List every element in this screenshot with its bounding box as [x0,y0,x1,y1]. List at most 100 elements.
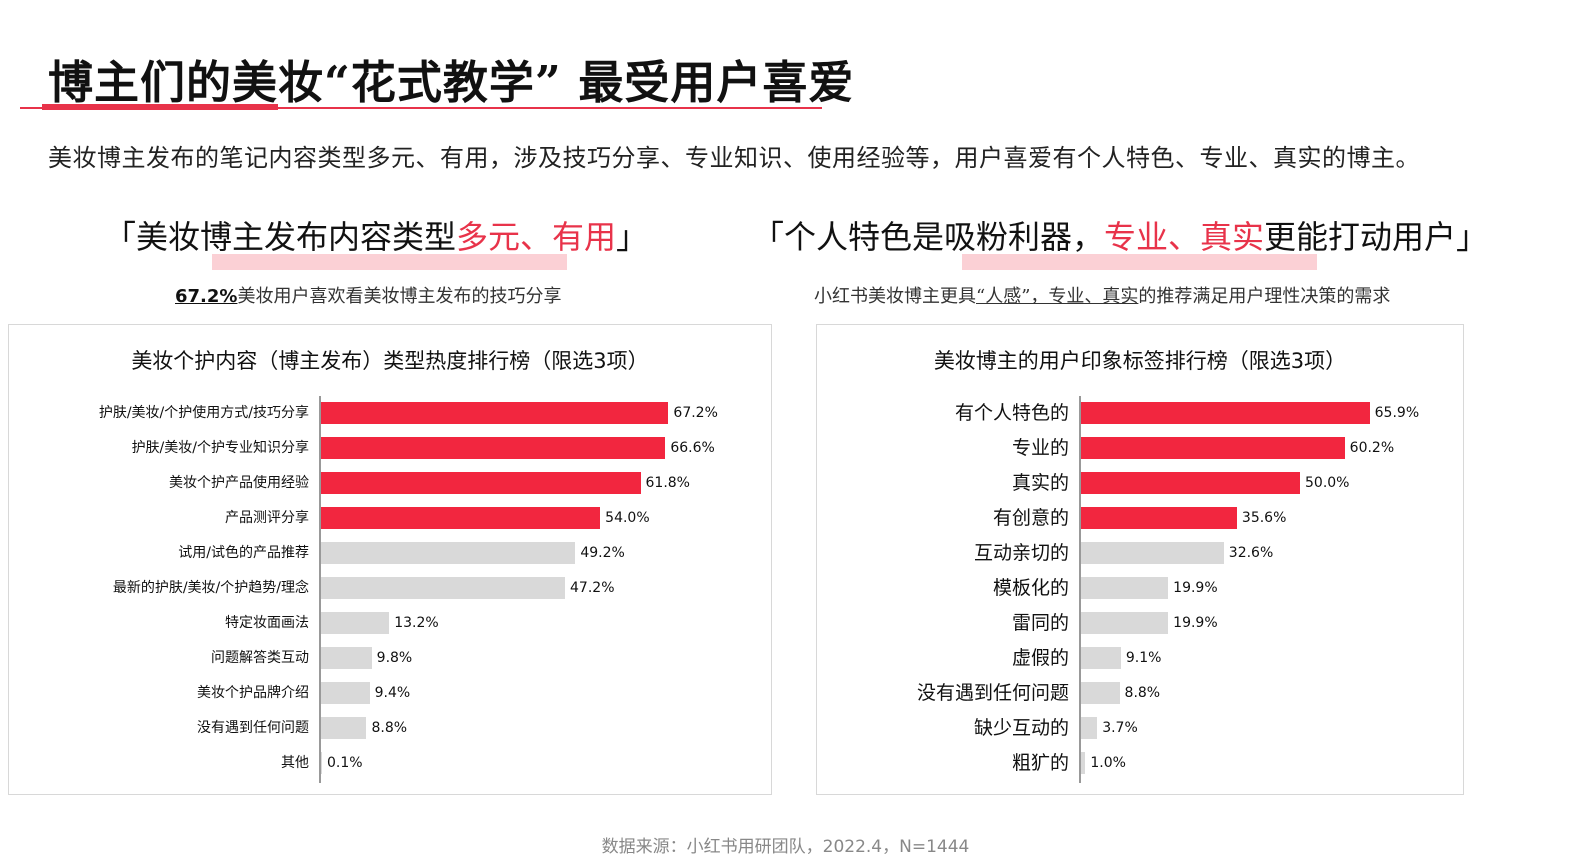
bar [321,682,370,704]
chart-bar-row: 护肤/美妆/个护使用方式/技巧分享 67.2% [9,396,773,431]
chart-bar-row: 虚假的 9.1% [817,641,1465,676]
right-sub-post: 的推荐满足用户理性决策的需求 [1138,286,1391,307]
left-heading-post: 」 [616,218,649,256]
page-subtitle: 美妆博主发布的笔记内容类型多元、有用，涉及技巧分享、专业知识、使用经验等，用户喜… [48,144,1420,172]
chart-bar-row: 有个人特色的 65.9% [817,396,1465,431]
bar-value-label: 9.1% [1125,650,1162,666]
chart-bar-row: 模板化的 19.9% [817,571,1465,606]
bar-value-label: 19.9% [1173,615,1218,631]
bar-highlighted [321,472,641,494]
chart-axis-line [319,396,321,783]
bar [1081,577,1169,599]
left-bar-chart: 护肤/美妆/个护使用方式/技巧分享 67.2% 护肤/美妆/个护专业知识分享 66.6… [9,396,773,786]
left-heading-highlight [212,254,567,270]
category-label: 美妆个护品牌介绍 [197,685,309,701]
right-heading-post: 更能打动用户」 [1264,218,1489,256]
bar [1081,752,1086,774]
bar-highlighted [321,402,669,424]
bar-value-label: 8.8% [1124,685,1161,701]
bar-value-label: 49.2% [580,545,625,561]
category-label: 有创意的 [992,507,1069,529]
bar-value-label: 47.2% [570,580,615,596]
category-label: 最新的护肤/美妆/个护趋势/理念 [112,580,309,596]
right-sub-pre: 小红书美妆博主更具 [814,286,976,307]
bar [321,647,372,669]
chart-bar-row: 美妆个护品牌介绍 9.4% [9,676,773,711]
chart-bar-row: 试用/试色的产品推荐 49.2% [9,536,773,571]
bar-value-label: 67.2% [673,405,718,421]
category-label: 试用/试色的产品推荐 [178,545,309,561]
bar-highlighted [1081,437,1345,459]
bar-highlighted [321,507,601,529]
chart-bar-row: 最新的护肤/美妆/个护趋势/理念 47.2% [9,571,773,606]
data-source-footer: 数据来源：小红书用研团队，2022.4，N=1444 [601,837,970,857]
bar-highlighted [1081,402,1370,424]
bar [1081,682,1120,704]
left-chart-title: 美妆个护内容（博主发布）类型热度排行榜（限选3项） [131,349,649,373]
bar-value-label: 9.8% [376,650,413,666]
bar-value-label: 54.0% [605,510,650,526]
bar-highlighted [1081,507,1237,529]
chart-bar-row: 问题解答类互动 9.8% [9,641,773,676]
bar-value-label: 61.8% [645,475,690,491]
category-label: 虚假的 [1011,647,1069,669]
category-label: 专业的 [1011,437,1069,459]
chart-bar-row: 护肤/美妆/个护专业知识分享 66.6% [9,431,773,466]
category-label: 缺少互动的 [973,717,1069,739]
category-label: 没有遇到任何问题 [916,682,1069,704]
bar [1081,647,1121,669]
category-label: 真实的 [1011,472,1069,494]
category-label: 特定妆面画法 [225,615,309,631]
chart-bar-row: 粗犷的 1.0% [817,746,1465,781]
page-title: 博主们的美妆“花式教学” 最受用户喜爱 [48,56,855,109]
title-underline [20,107,822,109]
chart-bar-row: 缺少互动的 3.7% [817,711,1465,746]
bar-value-label: 13.2% [394,615,439,631]
right-heading-highlight [962,254,1317,270]
left-section-heading: 「美妆博主发布内容类型多元、有用」 [104,212,648,258]
right-section-subheading: 小红书美妆博主更具“人感”，专业、真实的推荐满足用户理性决策的需求 [814,282,1390,308]
right-sub-underlined: “人感”，专业、真实 [976,286,1139,307]
bar-value-label: 50.0% [1305,475,1350,491]
chart-bar-row: 雷同的 19.9% [817,606,1465,641]
left-section-subheading: 67.2%美妆用户喜欢看美妆博主发布的技巧分享 [175,282,561,308]
right-chart-title: 美妆博主的用户印象标签排行榜（限选3项） [933,349,1347,373]
category-label: 其他 [281,755,309,771]
bar-value-label: 1.0% [1090,755,1126,771]
chart-bar-row: 产品测评分享 54.0% [9,501,773,536]
bar-value-label: 66.6% [670,440,715,456]
category-label: 互动亲切的 [973,542,1069,564]
chart-bar-row: 有创意的 35.6% [817,501,1465,536]
category-label: 产品测评分享 [225,510,309,526]
left-sub-stat: 67.2% [175,286,238,307]
bar [1081,717,1098,739]
chart-bar-row: 其他 0.1% [9,746,773,781]
left-sub-text: 美妆用户喜欢看美妆博主发布的技巧分享 [237,286,562,307]
category-label: 模板化的 [992,577,1069,599]
category-label: 美妆个护产品使用经验 [169,475,309,491]
category-label: 雷同的 [1011,612,1069,634]
bar-value-label: 3.7% [1102,720,1138,736]
bar-value-label: 32.6% [1228,545,1274,561]
bar-value-label: 35.6% [1241,510,1287,526]
left-heading-highlight-text: 多元、有用 [456,218,617,256]
bar-highlighted [1081,472,1300,494]
bar [321,542,576,564]
bar-value-label: 60.2% [1349,440,1395,456]
bar-highlighted [321,437,666,459]
bar [321,577,566,599]
category-label: 问题解答类互动 [211,650,309,666]
bar-value-label: 8.8% [371,720,408,736]
right-heading-highlight-text: 专业、真实 [1104,218,1265,256]
bar-value-label: 0.1% [327,755,363,771]
bar [321,612,390,634]
bar [321,717,367,739]
category-label: 没有遇到任何问题 [197,720,309,736]
chart-bar-row: 没有遇到任何问题 8.8% [817,676,1465,711]
right-chart-panel: 美妆博主的用户印象标签排行榜（限选3项） 有个人特色的 65.9% 专业的 60.2%… [816,324,1464,795]
chart-bar-row: 真实的 50.0% [817,466,1465,501]
chart-bar-row: 专业的 60.2% [817,431,1465,466]
category-label: 护肤/美妆/个护使用方式/技巧分享 [98,405,309,421]
chart-bar-row: 没有遇到任何问题 8.8% [9,711,773,746]
left-chart-panel: 美妆个护内容（博主发布）类型热度排行榜（限选3项） 护肤/美妆/个护使用方式/技… [8,324,772,795]
